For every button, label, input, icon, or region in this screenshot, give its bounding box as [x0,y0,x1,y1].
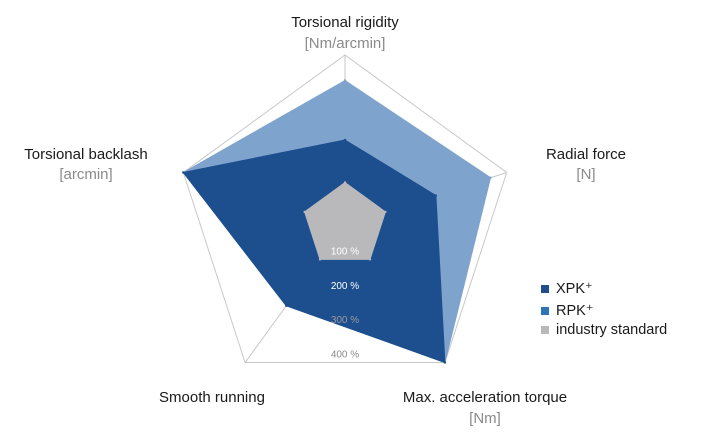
series-point-rpk-1 [489,176,492,179]
series-point-xpk-3 [285,304,288,307]
series-point-rpk-0 [343,79,347,82]
series-point-industry-standard-3 [318,258,322,261]
legend-swatch-industry-standard [541,326,549,334]
series-point-industry-standard-4 [303,210,306,214]
series-point-xpk-2 [443,361,447,364]
series-point-xpk-4 [182,171,185,174]
series-point-industry-standard-2 [368,258,372,261]
ring-label-300: 300 % [331,315,359,326]
legend-swatch-rpk [541,307,549,315]
ring-label-100: 100 % [331,246,359,257]
axis-unit-max-acceleration-torque: [Nm] [469,410,501,427]
series-point-xpk-0 [343,138,347,142]
axis-label-torsional-backlash: Torsional backlash [24,146,147,163]
axis-label-smooth-running: Smooth running [159,389,265,406]
axis-labels: Torsional rigidity [Nm/arcmin] Radial fo… [24,14,626,427]
ring-label-200: 200 % [331,281,359,292]
axis-unit-torsional-rigidity: [Nm/arcmin] [305,35,386,52]
legend: XPK⁺ RPK⁺ industry standard [541,281,667,338]
series-point-industry-standard-1 [384,210,387,214]
axis-unit-radial-force: [N] [576,166,595,183]
series-point-xpk-1 [434,194,438,197]
series-area-xpk [182,139,446,363]
ring-labels: 100 % 200 % 300 % 400 % [331,246,359,360]
legend-label-xpk: XPK⁺ [556,281,593,297]
legend-label-industry-standard: industry standard [556,322,667,338]
axis-label-max-acceleration-torque: Max. acceleration torque [403,389,567,406]
axis-unit-torsional-backlash: [arcmin] [59,166,112,183]
ring-label-400: 400 % [331,350,359,361]
radar-series [182,79,492,364]
legend-swatch-xpk [541,285,549,293]
series-point-industry-standard-0 [343,181,347,184]
legend-label-rpk: RPK⁺ [556,303,593,319]
axis-label-torsional-rigidity: Torsional rigidity [291,14,399,31]
axis-label-radial-force: Radial force [546,146,626,163]
series-area-industry-standard [304,182,386,260]
